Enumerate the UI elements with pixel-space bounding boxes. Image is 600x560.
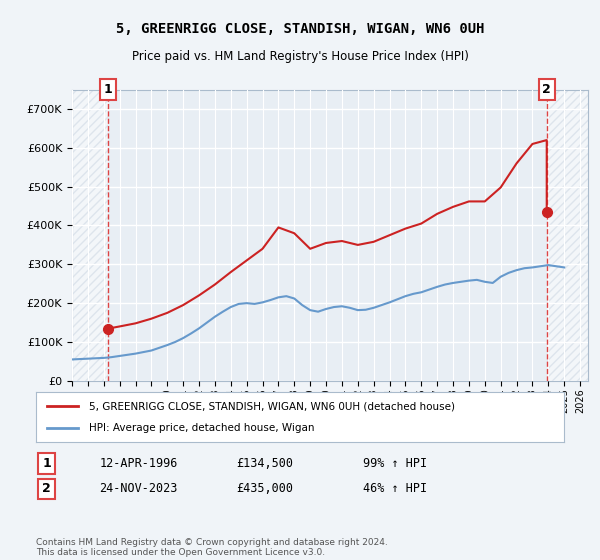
Text: £435,000: £435,000 — [236, 482, 293, 495]
Text: 2: 2 — [42, 482, 51, 495]
Text: 99% ↑ HPI: 99% ↑ HPI — [364, 457, 427, 470]
Text: 2: 2 — [542, 83, 551, 96]
Text: HPI: Average price, detached house, Wigan: HPI: Average price, detached house, Wiga… — [89, 423, 314, 433]
Bar — [72, 90, 108, 381]
Text: £134,500: £134,500 — [236, 457, 293, 470]
Text: Contains HM Land Registry data © Crown copyright and database right 2024.
This d: Contains HM Land Registry data © Crown c… — [36, 538, 388, 557]
Text: 1: 1 — [42, 457, 51, 470]
Text: 46% ↑ HPI: 46% ↑ HPI — [364, 482, 427, 495]
Text: 5, GREENRIGG CLOSE, STANDISH, WIGAN, WN6 0UH (detached house): 5, GREENRIGG CLOSE, STANDISH, WIGAN, WN6… — [89, 401, 455, 411]
Text: 12-APR-1996: 12-APR-1996 — [100, 457, 178, 470]
Bar — [547, 90, 588, 381]
Text: 1: 1 — [104, 83, 113, 96]
Text: 5, GREENRIGG CLOSE, STANDISH, WIGAN, WN6 0UH: 5, GREENRIGG CLOSE, STANDISH, WIGAN, WN6… — [116, 22, 484, 36]
Bar — [72, 90, 108, 381]
Text: Price paid vs. HM Land Registry's House Price Index (HPI): Price paid vs. HM Land Registry's House … — [131, 50, 469, 63]
Text: 24-NOV-2023: 24-NOV-2023 — [100, 482, 178, 495]
